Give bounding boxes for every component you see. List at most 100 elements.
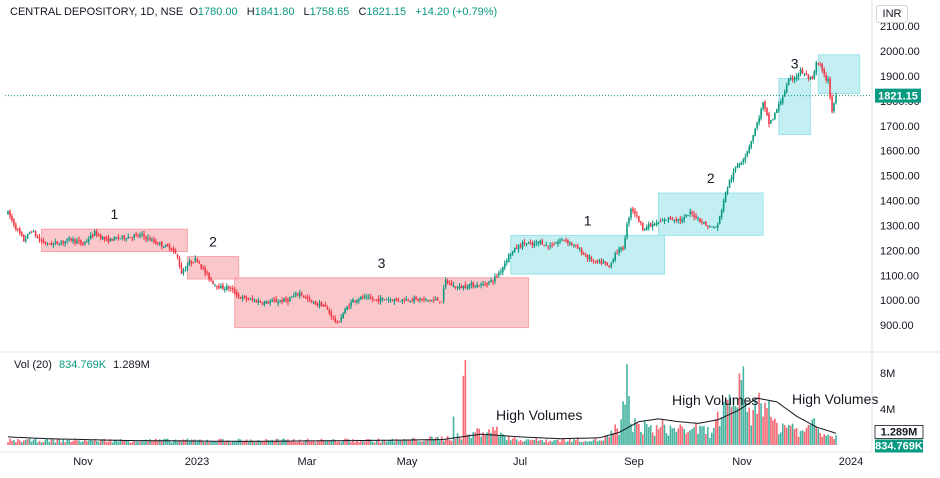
candle-body <box>502 267 504 273</box>
volume-bar <box>537 440 540 445</box>
volume-bar <box>673 427 676 445</box>
volume-bar <box>817 428 820 445</box>
volume-bar <box>111 442 114 445</box>
candle-body <box>452 285 455 287</box>
volume-bar <box>287 439 289 445</box>
candle-body <box>584 255 587 257</box>
candle-body <box>125 238 128 240</box>
volume-bar <box>178 439 181 445</box>
volume-bar <box>354 442 356 445</box>
candle-body <box>127 236 130 239</box>
volume-bar <box>689 430 691 445</box>
candle-body <box>84 242 86 244</box>
candle-body <box>750 141 753 148</box>
y-tick-label: 2100.00 <box>880 21 920 33</box>
volume-bar <box>446 435 449 445</box>
volume-bar <box>574 440 577 445</box>
candle-body <box>202 267 204 269</box>
volume-bar <box>429 436 431 445</box>
candle-body <box>99 234 102 239</box>
volume-bar <box>655 425 658 445</box>
currency-button[interactable]: INR <box>876 5 908 23</box>
candle-body <box>247 299 250 301</box>
candle-body <box>699 218 701 222</box>
candle-body <box>64 241 66 244</box>
volume-bar <box>612 433 615 445</box>
volume-bar <box>342 440 344 445</box>
volume-bar <box>322 440 325 445</box>
pattern-box <box>658 192 764 236</box>
volume-bar <box>332 438 335 445</box>
volume-bar <box>103 439 106 445</box>
candle-body <box>32 231 35 233</box>
volume-bar <box>68 439 70 445</box>
volume-bar <box>539 439 542 445</box>
candle-body <box>346 307 348 310</box>
candle-body <box>697 217 699 219</box>
candle-body <box>113 236 116 241</box>
candle-body <box>494 276 496 282</box>
volume-bar <box>669 425 672 445</box>
candle-body <box>182 270 185 274</box>
volume-bar <box>776 422 778 445</box>
candle-body <box>543 244 546 246</box>
candle-body <box>251 298 254 300</box>
low-label: L <box>303 6 310 18</box>
candle-body <box>685 215 687 217</box>
candle-body <box>673 220 676 221</box>
volume-bar <box>513 437 516 445</box>
candle-body <box>385 299 388 301</box>
y-tick-label: 1200.00 <box>880 245 920 257</box>
volume-bar <box>709 438 711 445</box>
volume-bar <box>805 427 808 445</box>
candle-body <box>74 238 76 243</box>
candle-body <box>21 232 23 236</box>
candle-body <box>740 162 743 165</box>
candle-body <box>456 287 459 289</box>
candle-body <box>758 118 760 123</box>
candle-body <box>239 297 242 299</box>
volume-bar <box>610 430 613 445</box>
candle-body <box>17 228 19 230</box>
high-label: H <box>246 6 255 18</box>
candle-body <box>488 281 490 284</box>
volume-bar <box>316 440 319 445</box>
volume-bar <box>54 442 57 445</box>
volume-bar <box>324 440 327 445</box>
volume-bar <box>718 426 721 445</box>
x-tick-label: Sep <box>624 456 644 468</box>
candle-body <box>409 300 411 302</box>
volume-bar <box>123 440 126 445</box>
volume-bar <box>229 442 232 445</box>
volume-bar <box>770 416 772 445</box>
candle-body <box>42 240 45 243</box>
volume-bar <box>590 441 593 445</box>
candle-body <box>780 101 782 105</box>
volume-bar <box>91 440 94 445</box>
volume-bar <box>90 439 92 445</box>
y-tick-label: 1900.00 <box>880 71 920 83</box>
candle-body <box>535 242 538 244</box>
symbol-title: CENTRAL DEPOSITORY, 1D, NSE <box>10 6 184 18</box>
volume-bar <box>155 438 157 445</box>
volume-bar <box>302 441 305 445</box>
volume-bar <box>318 441 321 445</box>
volume-bar <box>448 439 451 445</box>
volume-bar <box>419 441 421 445</box>
candle-body <box>196 259 199 261</box>
volume-badge-bg <box>874 424 924 439</box>
volume-bar <box>571 441 573 445</box>
candle-body <box>521 242 524 248</box>
candle-body <box>80 240 82 244</box>
volume-bar <box>212 441 214 445</box>
volume-bar <box>801 430 804 445</box>
candle-body <box>703 222 705 224</box>
candle-body <box>754 128 756 137</box>
volume-bar <box>393 441 396 445</box>
candle-body <box>60 242 63 245</box>
volume-label: Vol (20) <box>14 359 52 371</box>
volume-bar <box>795 428 798 445</box>
volume-bar <box>604 435 607 445</box>
volume-bar <box>334 439 337 445</box>
